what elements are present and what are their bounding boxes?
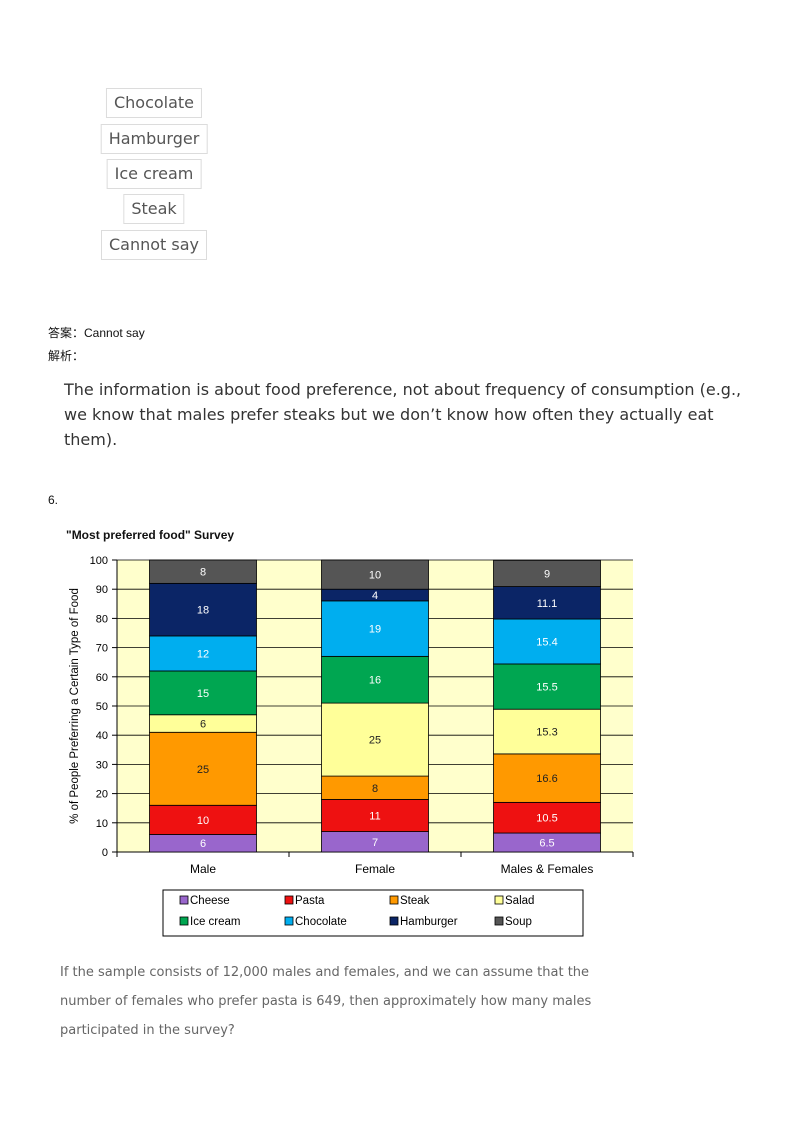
explanation-text: The information is about food preference… <box>64 380 742 449</box>
bar-salad-female <box>321 702 429 777</box>
y-tick-label: 70 <box>96 643 108 655</box>
data-label: 15.5 <box>536 682 557 694</box>
option-steak[interactable]: Steak <box>123 194 185 224</box>
y-tick-label: 10 <box>96 818 108 830</box>
legend-label-ice-cream: Ice cream <box>190 916 241 928</box>
bar-steak-males-females <box>493 753 601 803</box>
bar-ice-cream-males-females <box>493 663 601 710</box>
y-tick-label: 0 <box>102 847 108 859</box>
bar-chocolate-males-females <box>493 618 601 665</box>
data-label: 11.1 <box>537 598 558 610</box>
bar-salad-males-females <box>493 708 601 755</box>
option-cannot-say[interactable]: Cannot say <box>100 230 208 260</box>
legend-label-chocolate: Chocolate <box>295 916 347 928</box>
legend-swatch-salad <box>494 895 504 905</box>
x-tick-label: Male <box>190 862 216 876</box>
y-tick-label: 20 <box>96 789 108 801</box>
legend-label-cheese: Cheese <box>190 895 230 907</box>
bar-chocolate-female <box>321 600 429 657</box>
bar-pasta-males-females <box>493 801 601 834</box>
data-label: 10.5 <box>536 813 557 825</box>
data-label: 25 <box>369 735 381 747</box>
data-label: 15 <box>197 688 209 700</box>
data-label: 6 <box>200 719 206 731</box>
data-label: 16 <box>369 675 381 687</box>
data-label: 4 <box>372 590 378 602</box>
data-label: 15.4 <box>536 636 557 648</box>
legend-swatch-steak <box>389 895 399 905</box>
legend-swatch-chocolate <box>284 916 294 926</box>
bar-pasta-male <box>149 804 257 835</box>
data-label: 11 <box>369 811 380 823</box>
data-label: 10 <box>197 815 209 827</box>
legend-label-soup: Soup <box>505 916 532 928</box>
legend <box>162 889 584 937</box>
question-number: 6. <box>48 493 59 507</box>
y-tick-label: 80 <box>96 613 108 625</box>
y-tick-label: 50 <box>96 701 108 713</box>
legend-swatch-soup <box>494 916 504 926</box>
data-label: 25 <box>197 764 209 776</box>
y-tick-label: 90 <box>96 584 108 596</box>
legend-label-salad: Salad <box>505 895 534 907</box>
question-text: If the sample consists of 12,000 males a… <box>60 965 592 1038</box>
analysis-label: 解析： <box>48 349 85 363</box>
data-label: 6 <box>200 838 206 850</box>
data-label: 10 <box>369 570 381 582</box>
data-label: 12 <box>197 648 209 660</box>
legend-label-steak: Steak <box>400 895 430 907</box>
data-label: 8 <box>200 567 206 579</box>
bar-soup-male <box>149 559 257 584</box>
bar-hamburger-male <box>149 582 257 637</box>
data-label: 15.3 <box>536 727 557 739</box>
y-tick-label: 40 <box>96 730 108 742</box>
y-tick-label: 100 <box>90 555 108 567</box>
legend-swatch-ice-cream <box>179 916 189 926</box>
option-chocolate[interactable]: Chocolate <box>105 88 203 118</box>
y-tick-label: 60 <box>96 672 108 684</box>
option-ice-cream[interactable]: Ice cream <box>106 159 202 189</box>
stacked-bar-chart: 0 10 20 30 40 50 60 70 80 90 100 6 10 25 6 15 12 18 8 Male 7… <box>69 555 634 937</box>
bar-ice-cream-female <box>321 655 429 704</box>
answer-line: 答案：Cannot say <box>48 326 145 340</box>
data-label: 9 <box>544 568 550 580</box>
legend-swatch-cheese <box>179 895 189 905</box>
legend-swatch-hamburger <box>389 916 399 926</box>
bar-chocolate-male <box>149 635 257 672</box>
data-label: 8 <box>372 783 378 795</box>
data-label: 16.6 <box>536 773 557 785</box>
x-tick-label: Female <box>355 862 395 876</box>
data-label: 6.5 <box>539 838 554 850</box>
chart-title: "Most preferred food" Survey <box>66 528 235 542</box>
bar-soup-males-females <box>493 559 601 587</box>
x-tick-label: Males & Females <box>501 862 594 876</box>
bar-ice-cream-male <box>149 670 257 716</box>
legend-swatch-pasta <box>284 895 294 905</box>
bar-soup-female <box>321 559 429 590</box>
y-tick-label: 30 <box>96 759 108 771</box>
data-label: 7 <box>372 837 378 849</box>
y-axis-label: % of People Preferring a Certain Type of… <box>69 588 81 824</box>
data-label: 19 <box>369 624 381 636</box>
bar-pasta-female <box>321 799 429 832</box>
option-hamburger[interactable]: Hamburger <box>100 124 208 154</box>
legend-label-hamburger: Hamburger <box>400 916 458 928</box>
data-label: 18 <box>197 605 209 617</box>
legend-label-pasta: Pasta <box>295 895 325 907</box>
